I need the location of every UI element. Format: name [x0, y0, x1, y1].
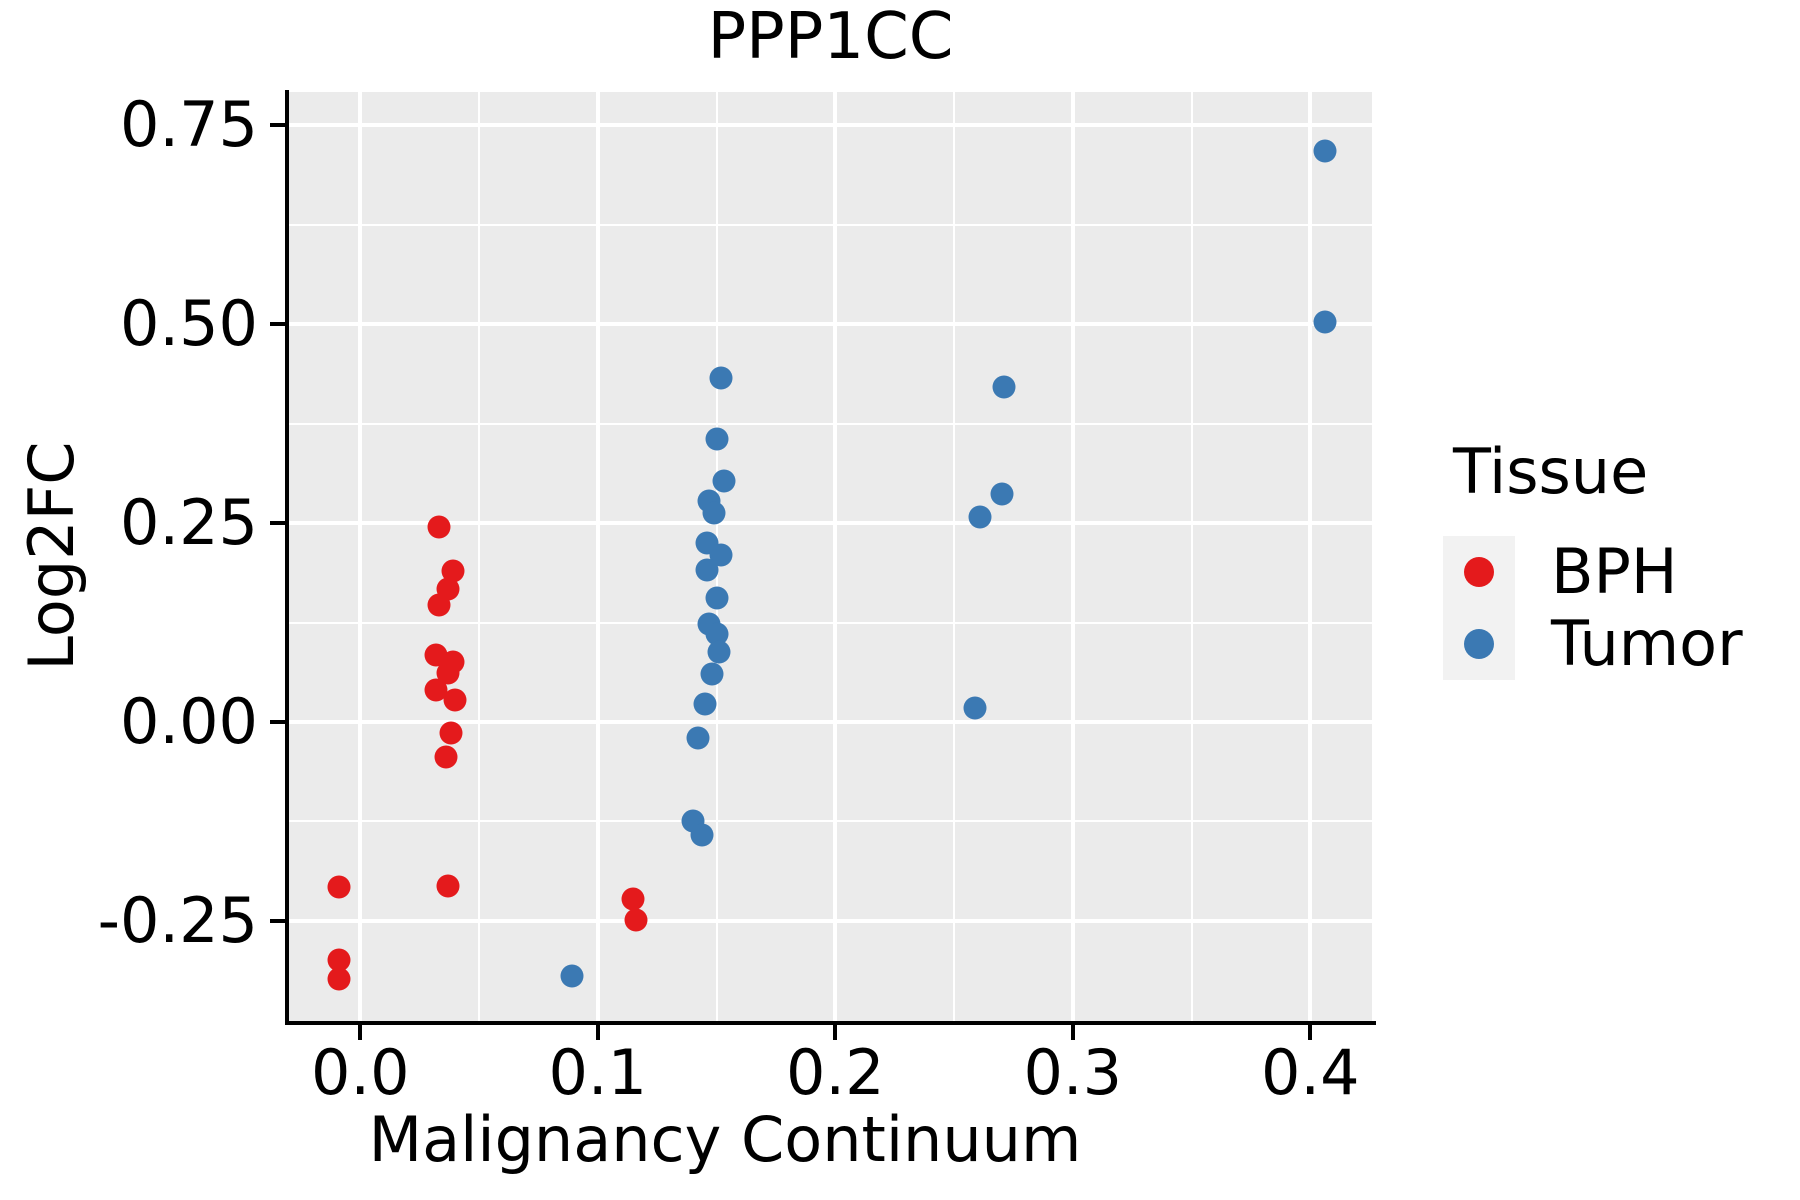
x-tickmark [1070, 1025, 1075, 1040]
x-tickmark [358, 1025, 363, 1040]
data-point-tumor [709, 543, 733, 567]
legend-label-bph: BPH [1551, 535, 1678, 609]
data-point-tumor [712, 469, 736, 493]
data-point-bph [327, 967, 351, 991]
x-major-gridline [833, 92, 838, 1021]
data-point-tumor [1313, 139, 1336, 163]
data-point-tumor [1313, 310, 1336, 334]
data-point-bph [621, 887, 645, 911]
x-major-gridline [1308, 92, 1313, 1021]
data-point-tumor [690, 823, 714, 847]
data-point-bph [441, 559, 465, 583]
data-point-tumor [686, 726, 709, 750]
x-major-gridline [595, 92, 600, 1021]
y-minor-gridline [289, 621, 1372, 624]
x-minor-gridline [953, 92, 955, 1021]
data-point-bph [327, 875, 351, 899]
y-tick-label: 0.50 [119, 287, 258, 361]
x-axis-label: Malignancy Continuum [368, 1103, 1082, 1176]
legend-title: Tissue [1453, 435, 1649, 508]
legend-item-tumor: Tumor [1443, 607, 1743, 681]
data-point-tumor [707, 640, 731, 664]
x-tick-label: 0.4 [1260, 1036, 1360, 1109]
data-point-tumor [560, 964, 584, 988]
x-tick-label: 0.3 [1023, 1036, 1123, 1109]
x-tickmark [1308, 1025, 1313, 1040]
data-point-tumor [705, 622, 728, 646]
data-point-bph [434, 745, 458, 769]
y-major-gridline [289, 918, 1372, 923]
x-minor-gridline [478, 92, 480, 1021]
x-tick-label: 0.0 [310, 1036, 410, 1109]
data-point-bph [424, 678, 448, 702]
data-point-tumor [709, 366, 733, 390]
x-tick-label: 0.1 [548, 1036, 648, 1109]
x-tick-label: 0.2 [785, 1036, 885, 1109]
y-minor-gridline [289, 223, 1372, 226]
y-tickmark [270, 918, 285, 923]
data-point-bph [439, 721, 462, 745]
data-point-tumor [992, 375, 1016, 399]
x-minor-gridline [1190, 92, 1193, 1021]
data-point-tumor [702, 501, 726, 525]
data-point-tumor [693, 692, 717, 716]
data-point-tumor [705, 427, 728, 451]
data-point-tumor [968, 505, 992, 529]
y-tickmark [270, 123, 285, 128]
legend: Tissue BPH Tumor [1443, 435, 1743, 681]
y-tick-label: 0.25 [119, 486, 258, 560]
y-tick-label: -0.25 [97, 883, 258, 957]
y-tickmark [270, 521, 285, 526]
data-point-bph [443, 688, 467, 712]
y-axis-spine [285, 90, 289, 1025]
tumor-dot-icon [1464, 629, 1494, 660]
data-point-tumor [700, 662, 724, 686]
y-tickmark [270, 322, 285, 327]
y-major-gridline [289, 521, 1372, 526]
chart-title: PPP1CC [707, 0, 954, 74]
y-major-gridline [289, 123, 1372, 128]
data-point-bph [436, 661, 460, 685]
y-minor-gridline [289, 820, 1372, 823]
y-minor-gridline [289, 422, 1372, 425]
y-major-gridline [289, 322, 1372, 327]
plot-panel [289, 92, 1372, 1021]
x-major-gridline [358, 92, 363, 1021]
data-point-bph [436, 874, 460, 898]
x-tickmark [595, 1025, 600, 1040]
x-axis-spine [285, 1021, 1376, 1025]
y-tick-label: 0.75 [119, 88, 258, 162]
data-point-tumor [705, 586, 728, 610]
x-major-gridline [1070, 92, 1075, 1021]
data-point-tumor [963, 696, 987, 720]
x-tickmark [833, 1025, 838, 1040]
data-point-bph [427, 593, 451, 617]
legend-key-bph [1443, 536, 1515, 609]
data-point-bph [327, 948, 351, 972]
legend-key-tumor [1443, 608, 1515, 681]
bph-dot-icon [1464, 557, 1494, 588]
data-point-bph [624, 908, 648, 932]
data-point-bph [427, 515, 451, 539]
y-tickmark [270, 719, 285, 724]
data-point-tumor [990, 482, 1013, 506]
y-major-gridline [289, 719, 1372, 724]
legend-item-bph: BPH [1443, 535, 1743, 609]
y-tick-label: 0.00 [119, 684, 258, 758]
legend-label-tumor: Tumor [1551, 607, 1743, 681]
data-point-tumor [695, 558, 719, 582]
